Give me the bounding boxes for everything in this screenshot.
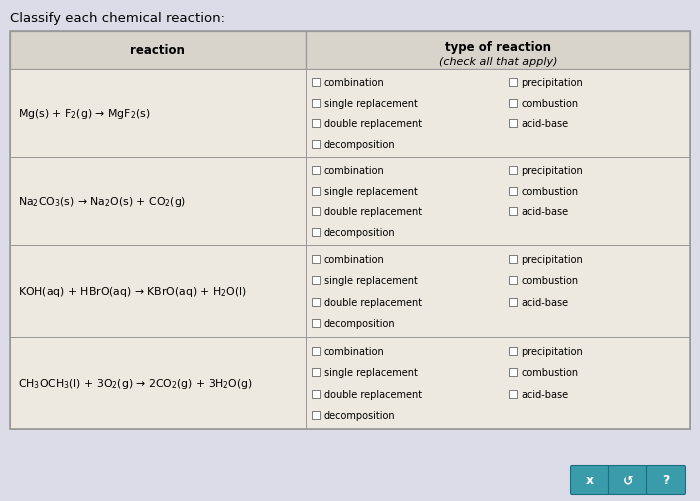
Text: combination: combination [324, 78, 384, 88]
Bar [312, 208, 320, 216]
Text: combination: combination [324, 166, 384, 176]
Text: precipitation: precipitation [522, 255, 583, 265]
Text: decomposition: decomposition [324, 410, 396, 420]
Bar [510, 298, 517, 306]
Bar [10, 32, 690, 429]
Text: double replacement: double replacement [324, 119, 422, 129]
Bar [312, 347, 320, 355]
Bar [10, 32, 306, 70]
Bar [312, 100, 320, 108]
Bar [312, 411, 320, 419]
Text: double replacement: double replacement [324, 207, 422, 217]
Bar [312, 277, 320, 285]
Bar [312, 390, 320, 398]
Text: decomposition: decomposition [324, 319, 396, 329]
Bar [510, 277, 517, 285]
Bar [312, 256, 320, 264]
Bar [312, 79, 320, 87]
Bar [306, 158, 690, 245]
Text: single replacement: single replacement [324, 186, 418, 196]
Text: single replacement: single replacement [324, 276, 418, 286]
Text: CH$_3$OCH$_3$(l) + 3O$_2$(g) → 2CO$_2$(g) + 3H$_2$O(g): CH$_3$OCH$_3$(l) + 3O$_2$(g) → 2CO$_2$(g… [18, 376, 253, 390]
Text: combustion: combustion [522, 368, 579, 378]
Text: Classify each chemical reaction:: Classify each chemical reaction: [10, 12, 225, 25]
Text: combination: combination [324, 346, 384, 356]
Bar [312, 140, 320, 148]
Bar [312, 298, 320, 306]
Bar [510, 390, 517, 398]
Text: precipitation: precipitation [522, 166, 583, 176]
Text: double replacement: double replacement [324, 297, 422, 307]
Bar [510, 347, 517, 355]
Bar [306, 32, 690, 70]
Bar [510, 167, 517, 175]
Text: precipitation: precipitation [522, 346, 583, 356]
FancyBboxPatch shape [608, 465, 648, 494]
Text: decomposition: decomposition [324, 227, 396, 237]
Bar [312, 167, 320, 175]
Bar [10, 337, 306, 429]
Text: acid-base: acid-base [522, 389, 568, 399]
Bar [312, 187, 320, 195]
Bar [510, 208, 517, 216]
Text: acid-base: acid-base [522, 297, 568, 307]
Text: KOH(aq) + HBrO(aq) → KBrO(aq) + H$_2$O(l): KOH(aq) + HBrO(aq) → KBrO(aq) + H$_2$O(l… [18, 285, 247, 299]
Bar [510, 120, 517, 128]
Bar [10, 245, 306, 337]
Text: ?: ? [662, 473, 670, 486]
Bar [510, 79, 517, 87]
Text: type of reaction: type of reaction [445, 41, 551, 54]
Text: Na$_2$CO$_3$(s) → Na$_2$O(s) + CO$_2$(g): Na$_2$CO$_3$(s) → Na$_2$O(s) + CO$_2$(g) [18, 194, 186, 208]
Bar [510, 100, 517, 108]
Bar [306, 337, 690, 429]
FancyBboxPatch shape [570, 465, 610, 494]
Bar [10, 158, 306, 245]
Text: combination: combination [324, 255, 384, 265]
Bar [312, 228, 320, 236]
Text: ↺: ↺ [623, 473, 634, 486]
Text: acid-base: acid-base [522, 119, 568, 129]
Text: Mg(s) + F$_2$(g) → MgF$_2$(s): Mg(s) + F$_2$(g) → MgF$_2$(s) [18, 107, 150, 121]
Text: combustion: combustion [522, 276, 579, 286]
Text: combustion: combustion [522, 186, 579, 196]
Text: acid-base: acid-base [522, 207, 568, 217]
Bar [312, 120, 320, 128]
Bar [510, 187, 517, 195]
Bar [312, 320, 320, 328]
Bar [10, 70, 306, 158]
Text: double replacement: double replacement [324, 389, 422, 399]
Text: single replacement: single replacement [324, 368, 418, 378]
Text: reaction: reaction [130, 45, 186, 58]
Bar [306, 245, 690, 337]
Bar [510, 369, 517, 377]
Text: decomposition: decomposition [324, 139, 396, 149]
FancyBboxPatch shape [647, 465, 685, 494]
Text: precipitation: precipitation [522, 78, 583, 88]
Bar [510, 256, 517, 264]
Bar [306, 70, 690, 158]
Text: x: x [586, 473, 594, 486]
Text: single replacement: single replacement [324, 99, 418, 109]
Text: combustion: combustion [522, 99, 579, 109]
Bar [312, 369, 320, 377]
Text: (check all that apply): (check all that apply) [439, 57, 557, 67]
